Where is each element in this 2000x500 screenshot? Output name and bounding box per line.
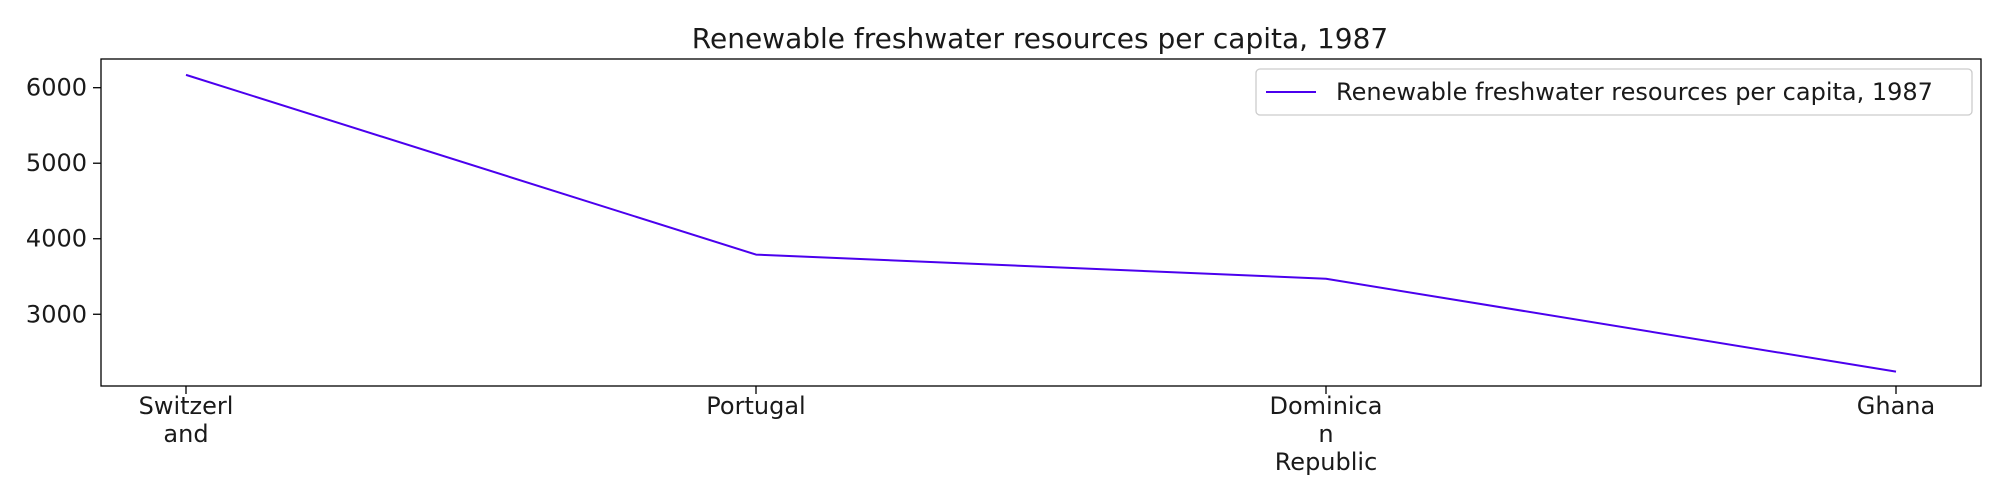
x-axis: Switzerl and Portugal Dominica n Republic Ghan… [139,386,1935,476]
legend-label: Renewable freshwater resources per capit… [1336,78,1933,106]
legend-box [1255,68,1973,116]
x-tick-label-line: and [163,420,208,448]
plot-frame [100,58,1982,387]
legend: Renewable freshwater resources per capit… [1255,68,1973,116]
series-line [185,73,1897,373]
x-tick-label-line: Dominica [1270,392,1383,420]
y-axis: 3000 4000 5000 6000 [26,74,101,328]
x-tick-label-line: Ghana [1857,392,1935,420]
x-tick-label-line: Switzerl [139,392,234,420]
x-tick-label-line: n [1318,420,1333,448]
series-layer [185,73,1897,373]
chart-title: Renewable freshwater resources per capit… [692,22,1388,55]
y-tick-label: 3000 [26,300,87,328]
y-tick-label: 4000 [26,225,87,253]
x-tick-label-line: Portugal [706,392,805,420]
x-tick-label: Portugal [706,392,805,420]
x-tick-label-line: Republic [1275,448,1378,476]
x-tick-label: Switzerl and [139,392,234,448]
y-tick-label: 5000 [26,149,87,177]
y-tick-label: 6000 [26,74,87,102]
x-tick-label: Ghana [1857,392,1935,420]
x-tick-label: Dominica n Republic [1270,392,1383,476]
